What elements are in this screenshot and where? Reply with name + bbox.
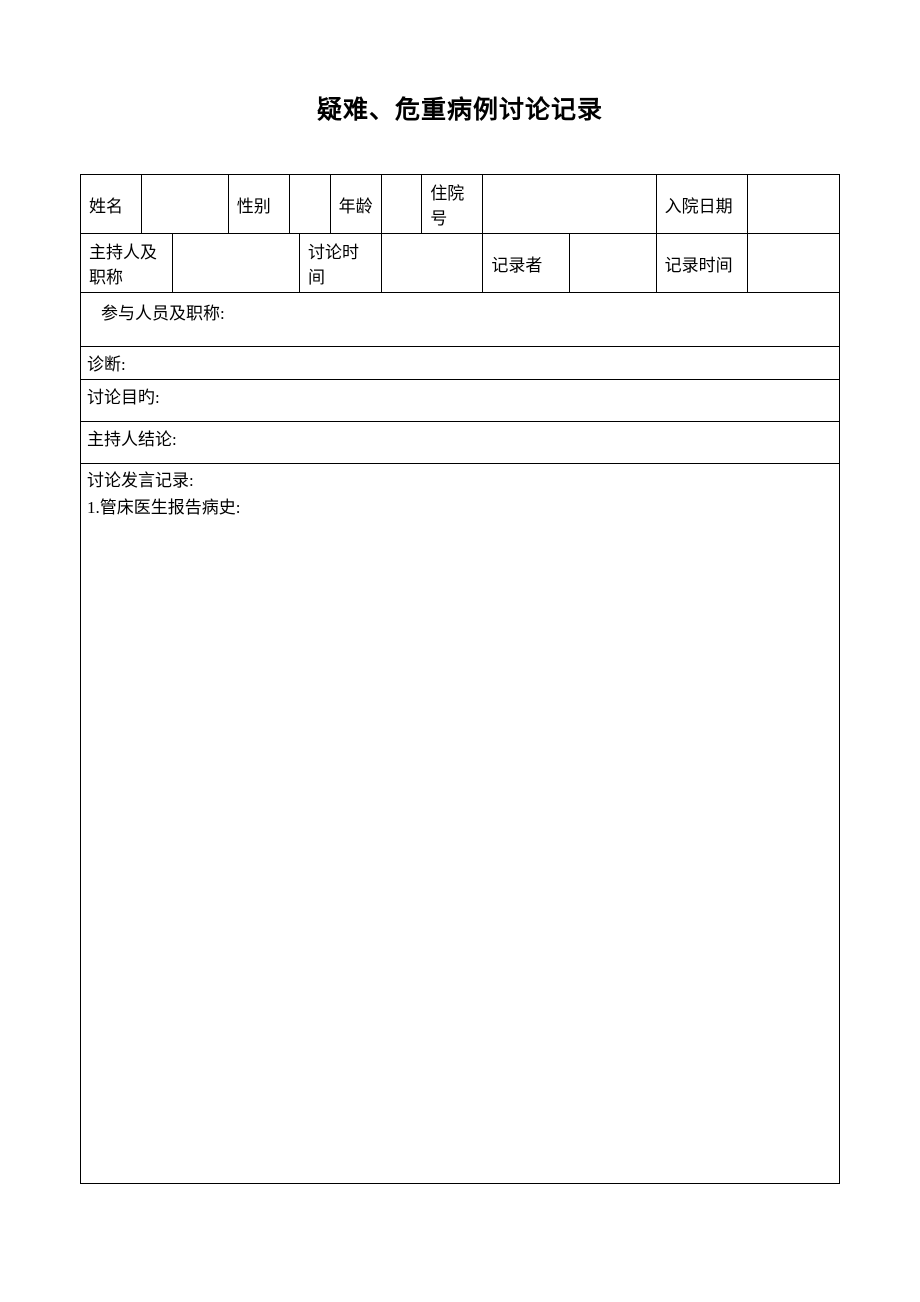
gender-label: 性别: [228, 175, 289, 234]
age-value[interactable]: [381, 175, 422, 234]
patient-info-row: 姓名 性别 年龄 住院号 入院日期: [81, 175, 840, 234]
conclusion-label: 主持人结论:: [87, 430, 177, 449]
purpose-label: 讨论目旳:: [87, 388, 160, 407]
discussion-record-cell[interactable]: 讨论发言记录: 1.管床医生报告病史:: [81, 464, 840, 1184]
recorder-label: 记录者: [483, 234, 570, 293]
conclusion-cell[interactable]: 主持人结论:: [81, 422, 840, 464]
age-label: 年龄: [330, 175, 381, 234]
conclusion-row: 主持人结论:: [81, 422, 840, 464]
admission-date-value[interactable]: [748, 175, 840, 234]
name-label: 姓名: [81, 175, 142, 234]
discuss-time-label: 讨论时间: [300, 234, 382, 293]
host-label: 主持人及职称: [81, 234, 173, 293]
hospital-no-label: 住院号: [422, 175, 483, 234]
record-label: 讨论发言记录:: [87, 467, 833, 494]
record-item-1: 1.管床医生报告病史:: [87, 494, 833, 521]
diagnosis-label: 诊断:: [87, 355, 126, 374]
diagnosis-cell[interactable]: 诊断:: [81, 347, 840, 380]
hospital-no-value[interactable]: [483, 175, 656, 234]
discussion-record-row: 讨论发言记录: 1.管床医生报告病史:: [81, 464, 840, 1184]
participants-row: 参与人员及职称:: [81, 293, 840, 347]
recorder-value[interactable]: [570, 234, 657, 293]
record-time-label: 记录时间: [656, 234, 748, 293]
purpose-cell[interactable]: 讨论目旳:: [81, 380, 840, 422]
discussion-meta-row: 主持人及职称 讨论时间 记录者 记录时间: [81, 234, 840, 293]
discuss-time-value[interactable]: [381, 234, 483, 293]
purpose-row: 讨论目旳:: [81, 380, 840, 422]
participants-cell[interactable]: 参与人员及职称:: [81, 293, 840, 347]
participants-label: 参与人员及职称:: [101, 304, 225, 323]
admission-date-label: 入院日期: [656, 175, 748, 234]
case-discussion-table: 姓名 性别 年龄 住院号 入院日期 主持人及职称 讨论时间 记录者 记录时间 参…: [80, 174, 840, 1184]
name-value[interactable]: [142, 175, 229, 234]
host-value[interactable]: [172, 234, 299, 293]
record-time-value[interactable]: [748, 234, 840, 293]
diagnosis-row: 诊断:: [81, 347, 840, 380]
gender-value[interactable]: [289, 175, 330, 234]
page-title: 疑难、危重病例讨论记录: [80, 90, 840, 126]
